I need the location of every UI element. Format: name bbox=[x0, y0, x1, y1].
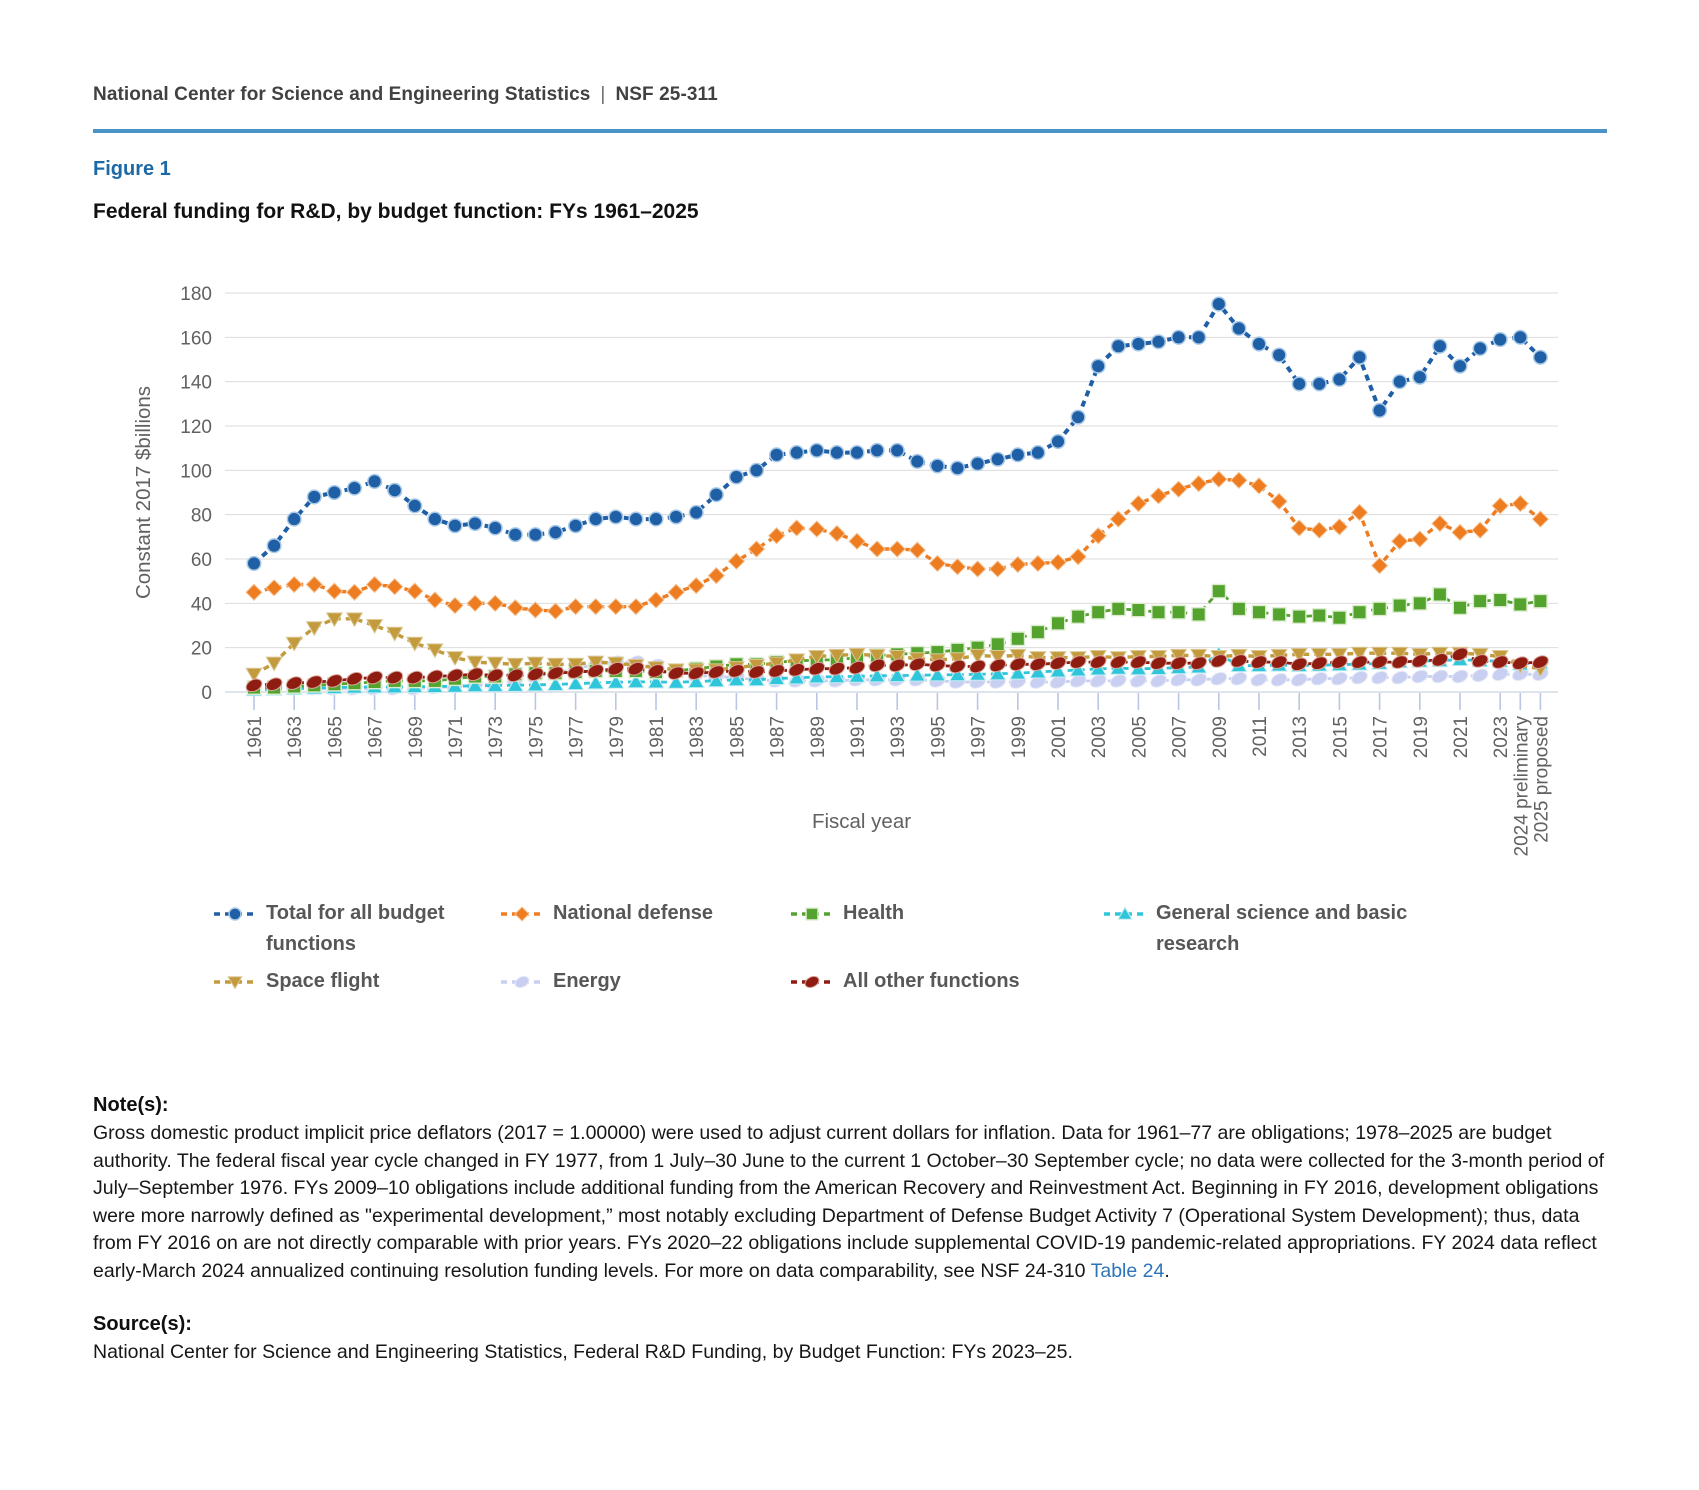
svg-text:2013: 2013 bbox=[1290, 716, 1311, 758]
series-national-defense bbox=[245, 470, 1550, 620]
notes-period: . bbox=[1164, 1259, 1170, 1282]
report-header: National Center for Science and Engineer… bbox=[93, 84, 718, 106]
svg-text:80: 80 bbox=[191, 506, 212, 527]
legend-item-space-flight: Space flight bbox=[213, 966, 379, 997]
svg-text:1997: 1997 bbox=[969, 716, 990, 758]
triangle-up-legend-marker-icon bbox=[1104, 906, 1146, 920]
svg-text:1967: 1967 bbox=[366, 716, 387, 758]
legend-label: General science and basic research bbox=[1156, 902, 1408, 955]
svg-text:1987: 1987 bbox=[768, 716, 789, 758]
svg-text:1973: 1973 bbox=[486, 716, 507, 758]
chart-title: Federal funding for R&D, by budget funct… bbox=[93, 200, 699, 223]
svg-text:1993: 1993 bbox=[888, 716, 909, 758]
svg-text:1999: 1999 bbox=[1009, 716, 1030, 758]
square-legend-marker-icon bbox=[791, 907, 833, 921]
series-all-other-functions bbox=[245, 647, 1549, 693]
table-24-link[interactable]: Table 24 bbox=[1090, 1259, 1165, 1282]
legend-item-all-other-functions: All other functions bbox=[790, 966, 1020, 997]
svg-text:2007: 2007 bbox=[1170, 716, 1191, 758]
notes-text: Gross domestic product implicit price de… bbox=[93, 1122, 1605, 1282]
diamond-legend-marker-icon bbox=[501, 906, 543, 922]
figure-label: Figure 1 bbox=[93, 158, 171, 180]
source-text: National Center for Science and Engineer… bbox=[93, 1340, 1073, 1363]
svg-text:2005: 2005 bbox=[1129, 716, 1150, 758]
legend-item-health: Health bbox=[790, 898, 904, 929]
x-axis-ticks bbox=[253, 693, 1542, 710]
svg-text:140: 140 bbox=[180, 373, 212, 394]
svg-text:2023: 2023 bbox=[1491, 716, 1512, 758]
svg-text:1977: 1977 bbox=[567, 716, 588, 758]
svg-text:1963: 1963 bbox=[285, 716, 306, 758]
legend-label: All other functions bbox=[843, 970, 1020, 992]
svg-text:1989: 1989 bbox=[808, 716, 829, 758]
legend-label: Total for all budget functions bbox=[266, 902, 445, 955]
svg-text:1961: 1961 bbox=[245, 716, 266, 758]
ellipse-legend-marker-icon bbox=[791, 975, 833, 989]
header-org: National Center for Science and Engineer… bbox=[93, 84, 591, 105]
svg-text:160: 160 bbox=[180, 328, 212, 349]
svg-text:1969: 1969 bbox=[406, 716, 427, 758]
notes-body: Gross domestic product implicit price de… bbox=[93, 1120, 1609, 1286]
svg-text:100: 100 bbox=[180, 461, 212, 482]
svg-text:120: 120 bbox=[180, 417, 212, 438]
header-report-number: NSF 25-311 bbox=[615, 84, 718, 105]
source-heading: Source(s): bbox=[93, 1312, 192, 1335]
svg-text:1971: 1971 bbox=[446, 716, 467, 758]
header-divider bbox=[93, 129, 1607, 133]
legend-label: Energy bbox=[553, 970, 621, 992]
svg-text:2009: 2009 bbox=[1210, 716, 1231, 758]
svg-text:20: 20 bbox=[191, 639, 212, 660]
svg-text:180: 180 bbox=[180, 284, 212, 305]
svg-text:1983: 1983 bbox=[687, 716, 708, 758]
series-total-for-all-budget-functions bbox=[246, 296, 1548, 571]
svg-text:0: 0 bbox=[201, 683, 212, 704]
legend-label: National defense bbox=[553, 902, 714, 924]
chart-svg: 0 20 40 60 80 100 120 140 160 180 Constant 2017 $b… bbox=[132, 284, 1558, 857]
svg-text:60: 60 bbox=[191, 550, 212, 571]
legend-item-total-for-all-budget-functions: Total for all budget functions bbox=[213, 898, 501, 960]
svg-text:2003: 2003 bbox=[1089, 716, 1110, 758]
svg-text:2025 proposed: 2025 proposed bbox=[1531, 716, 1552, 843]
svg-text:1975: 1975 bbox=[526, 716, 547, 758]
ellipse-legend-marker-icon bbox=[501, 975, 543, 989]
svg-text:1995: 1995 bbox=[928, 716, 949, 758]
svg-text:2011: 2011 bbox=[1250, 716, 1271, 757]
legend-label: Space flight bbox=[266, 970, 380, 992]
svg-text:1981: 1981 bbox=[647, 716, 668, 758]
x-axis-title: Fiscal year bbox=[812, 810, 911, 833]
svg-text:1985: 1985 bbox=[727, 716, 748, 758]
funding-chart: 0 20 40 60 80 100 120 140 160 180 Constant 2017 $b… bbox=[0, 240, 1699, 890]
circle-legend-marker-icon bbox=[214, 907, 256, 921]
svg-text:2021: 2021 bbox=[1451, 716, 1472, 758]
y-axis-labels: 0 20 40 60 80 100 120 140 160 180 bbox=[180, 284, 212, 704]
header-separator: | bbox=[600, 84, 606, 105]
legend-item-energy: Energy bbox=[500, 966, 621, 997]
y-axis-title: Constant 2017 $billions bbox=[132, 386, 155, 599]
svg-text:1979: 1979 bbox=[607, 716, 628, 758]
legend-item-general-science-and-basic-research: General science and basic research bbox=[1103, 898, 1418, 960]
notes-heading: Note(s): bbox=[93, 1094, 169, 1116]
svg-text:2017: 2017 bbox=[1371, 716, 1392, 758]
svg-text:1965: 1965 bbox=[325, 716, 346, 758]
svg-text:2001: 2001 bbox=[1049, 716, 1070, 758]
x-axis-labels: 1961 1963 1965 1967 1969 1971 1973 1975 1977 1979… bbox=[245, 716, 1552, 857]
triangle-down-legend-marker-icon bbox=[214, 976, 256, 990]
svg-text:2024 preliminary: 2024 preliminary bbox=[1511, 716, 1532, 857]
svg-text:2019: 2019 bbox=[1411, 716, 1432, 758]
legend-label: Health bbox=[843, 902, 905, 924]
svg-text:40: 40 bbox=[191, 594, 212, 615]
svg-text:1991: 1991 bbox=[848, 716, 869, 758]
legend-item-national-defense: National defense bbox=[500, 898, 713, 929]
svg-text:2015: 2015 bbox=[1330, 716, 1351, 758]
notes-section: Note(s): Gross domestic product implicit… bbox=[93, 1094, 1609, 1366]
